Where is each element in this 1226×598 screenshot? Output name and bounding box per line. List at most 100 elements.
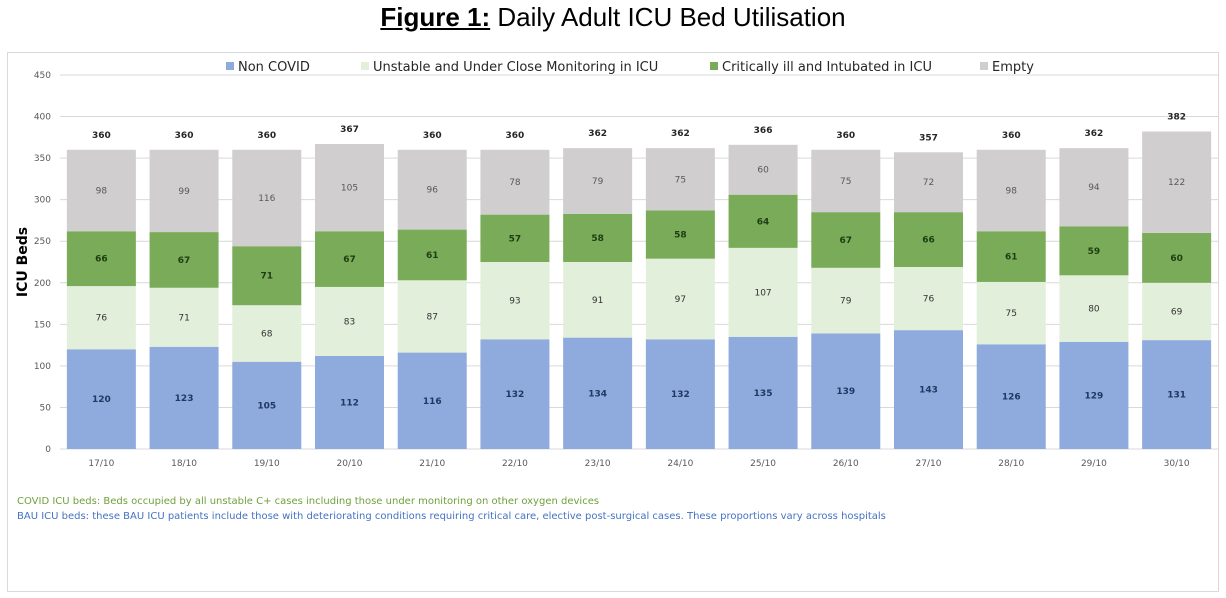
chart-frame bbox=[7, 52, 1219, 592]
bar-segment bbox=[894, 152, 963, 213]
data-label: 61 bbox=[1005, 253, 1018, 263]
y-tick-label: 100 bbox=[34, 362, 51, 372]
bar-segment bbox=[480, 214, 550, 262]
x-tick-label: 20/10 bbox=[337, 459, 363, 469]
data-label: 131 bbox=[1167, 391, 1186, 401]
bar-segment bbox=[1059, 226, 1129, 276]
x-tick-label: 21/10 bbox=[419, 459, 445, 469]
data-label: 120 bbox=[92, 395, 111, 405]
total-label: 360 bbox=[1002, 131, 1021, 141]
data-label: 139 bbox=[836, 387, 855, 397]
data-label: 60 bbox=[1170, 254, 1183, 264]
data-label: 59 bbox=[1088, 247, 1101, 257]
data-label: 126 bbox=[1002, 393, 1021, 403]
data-label: 80 bbox=[1088, 305, 1100, 315]
bar-segment bbox=[728, 336, 798, 449]
data-label: 69 bbox=[1171, 307, 1183, 317]
bar-segment bbox=[976, 344, 1046, 449]
data-label: 122 bbox=[1168, 178, 1185, 188]
bar-segment bbox=[480, 262, 550, 340]
total-label: 360 bbox=[423, 131, 442, 141]
bar-segment bbox=[66, 286, 136, 350]
x-tick-label: 30/10 bbox=[1164, 459, 1190, 469]
total-label: 362 bbox=[671, 129, 690, 139]
total-label: 360 bbox=[92, 131, 111, 141]
bar-segment bbox=[811, 212, 881, 268]
bar-segment bbox=[232, 246, 302, 306]
bar-segment bbox=[232, 361, 302, 449]
legend-swatch bbox=[980, 62, 988, 70]
note-bau: BAU ICU beds: these BAU ICU patients inc… bbox=[17, 511, 886, 522]
legend-label: Non COVID bbox=[238, 60, 310, 75]
x-tick-label: 26/10 bbox=[833, 459, 859, 469]
bar-segment bbox=[645, 339, 715, 449]
total-label: 360 bbox=[175, 131, 194, 141]
data-label: 72 bbox=[923, 178, 934, 188]
y-tick-label: 200 bbox=[34, 279, 51, 289]
data-label: 112 bbox=[340, 398, 359, 408]
data-label: 79 bbox=[592, 177, 604, 187]
bar-segment bbox=[232, 149, 302, 247]
data-label: 75 bbox=[1005, 309, 1016, 319]
bar-segment bbox=[976, 149, 1046, 232]
data-label: 105 bbox=[341, 184, 358, 194]
bar-segment bbox=[66, 231, 136, 287]
x-tick-label: 25/10 bbox=[750, 459, 776, 469]
x-tick-label: 19/10 bbox=[254, 459, 280, 469]
bar-segment bbox=[315, 286, 384, 356]
data-label: 98 bbox=[1005, 187, 1017, 197]
x-tick-label: 23/10 bbox=[585, 459, 611, 469]
figure-label: Figure 1: bbox=[380, 2, 491, 32]
bar-segment bbox=[811, 333, 881, 449]
bar-segment bbox=[894, 330, 963, 449]
note-covid: COVID ICU beds: Beds occupied by all uns… bbox=[17, 496, 600, 507]
data-label: 68 bbox=[261, 329, 273, 339]
data-label: 116 bbox=[423, 397, 442, 407]
data-label: 116 bbox=[258, 194, 275, 204]
data-label: 93 bbox=[509, 297, 520, 307]
x-tick-label: 17/10 bbox=[88, 459, 114, 469]
data-label: 96 bbox=[426, 186, 438, 196]
legend-label: Unstable and Under Close Monitoring in I… bbox=[373, 60, 658, 75]
total-label: 357 bbox=[919, 133, 938, 143]
bar-segment bbox=[645, 148, 715, 211]
bar-segment bbox=[315, 231, 384, 287]
y-tick-label: 250 bbox=[34, 237, 51, 247]
bar-segment bbox=[480, 149, 550, 215]
data-label: 132 bbox=[506, 390, 525, 400]
y-axis-title: ICU Beds bbox=[15, 227, 31, 297]
total-label: 360 bbox=[257, 131, 276, 141]
bar-segment bbox=[563, 148, 633, 214]
x-tick-label: 27/10 bbox=[916, 459, 942, 469]
data-label: 132 bbox=[671, 390, 690, 400]
data-label: 67 bbox=[343, 255, 356, 265]
bar-segment bbox=[149, 346, 219, 449]
data-label: 60 bbox=[757, 166, 769, 176]
data-label: 83 bbox=[344, 317, 355, 327]
x-tick-label: 28/10 bbox=[998, 459, 1024, 469]
y-tick-label: 150 bbox=[34, 320, 51, 330]
figure-title: Figure 1: Daily Adult ICU Bed Utilisatio… bbox=[0, 2, 1226, 33]
bar-segment bbox=[315, 143, 384, 232]
data-label: 57 bbox=[509, 234, 522, 244]
data-label: 66 bbox=[922, 236, 935, 246]
data-label: 99 bbox=[178, 187, 190, 197]
bar-segment bbox=[894, 212, 963, 267]
chart-notes: COVID ICU beds: Beds occupied by all uns… bbox=[17, 494, 886, 524]
x-tick-label: 24/10 bbox=[667, 459, 693, 469]
total-label: 360 bbox=[836, 131, 855, 141]
data-label: 135 bbox=[754, 389, 773, 399]
bar-segment bbox=[149, 287, 219, 347]
bar-segment bbox=[232, 305, 302, 362]
bar-segment bbox=[645, 210, 715, 259]
data-label: 143 bbox=[919, 386, 938, 396]
data-label: 67 bbox=[178, 256, 191, 266]
bar-segment bbox=[315, 355, 384, 449]
y-tick-label: 350 bbox=[34, 154, 51, 164]
y-tick-label: 300 bbox=[34, 196, 51, 206]
bar-segment bbox=[728, 194, 798, 248]
bar-segment bbox=[66, 149, 136, 232]
data-label: 67 bbox=[840, 236, 853, 246]
data-label: 87 bbox=[426, 312, 437, 322]
